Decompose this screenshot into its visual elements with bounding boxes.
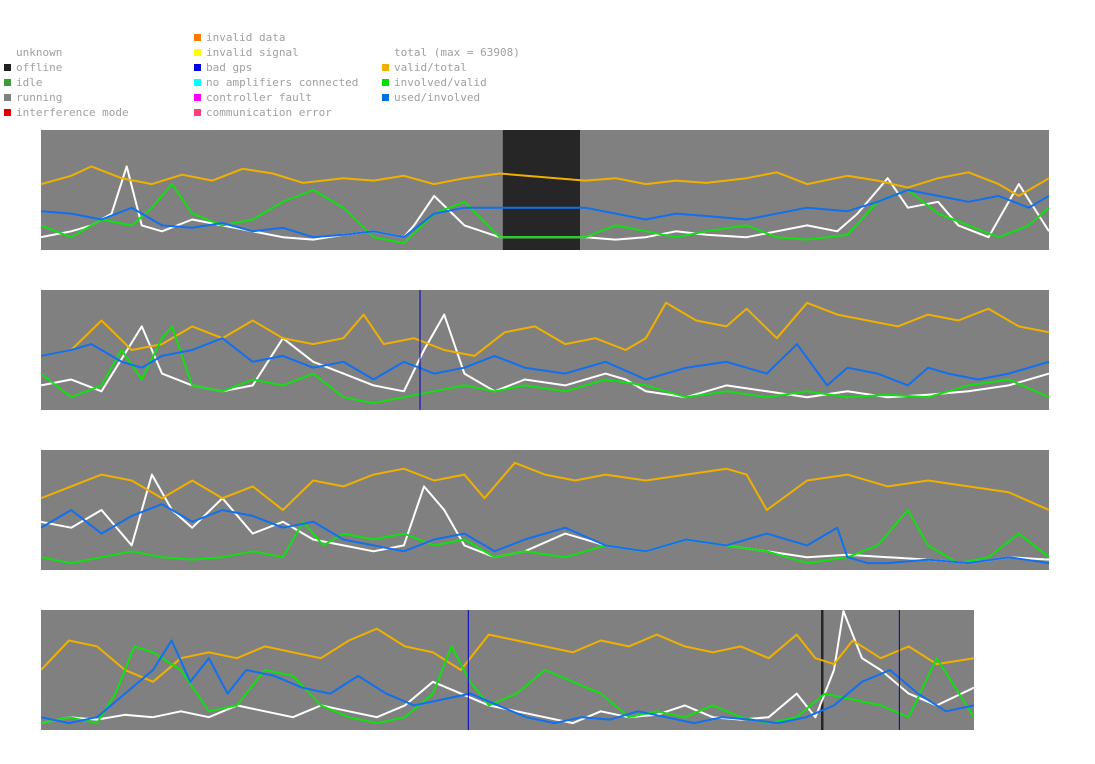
series-total: [41, 610, 974, 725]
legend-label: total (max = 63908): [394, 46, 520, 59]
legend-label: invalid signal: [206, 46, 299, 59]
state-running-band: [41, 290, 1049, 410]
legend-errors: invalid data invalid signal bad gps no ampl…: [194, 30, 358, 120]
chart-panel-1: [41, 130, 1049, 250]
legend-label: invalid data: [206, 31, 286, 44]
legend-swatch: [194, 94, 201, 101]
series-valid-total: [41, 461, 1049, 511]
legend-swatch: [194, 49, 201, 56]
legend-item: invalid signal: [194, 45, 358, 60]
legend-item: valid/total: [382, 60, 520, 75]
series-involved-valid: [41, 645, 974, 725]
legend-item: involved/valid: [382, 75, 520, 90]
series-used-involved: [41, 503, 1049, 565]
legend-label: idle: [16, 76, 43, 89]
chart-svg: [41, 130, 1049, 250]
legend-item: running: [4, 90, 129, 105]
legend-swatch: [194, 79, 201, 86]
legend-item: invalid data: [194, 30, 358, 45]
state-running-band: [41, 450, 1049, 570]
legend-swatch: [382, 94, 389, 101]
legend-swatch: [382, 79, 389, 86]
legend-label: involved/valid: [394, 76, 487, 89]
legend-swatch: [4, 94, 11, 101]
legend-item: bad gps: [194, 60, 358, 75]
legend-label: unknown: [16, 46, 63, 59]
chart-panel-3: [41, 450, 1049, 570]
chart-svg: [41, 290, 1049, 410]
legend-item: unknown: [4, 45, 129, 60]
legend-item: total (max = 63908): [382, 45, 520, 60]
state-offline-band: [502, 130, 581, 250]
chart-svg: [41, 450, 1049, 570]
series-valid-total: [41, 165, 1049, 197]
legend-ratios: total (max = 63908) valid/total involved/v…: [382, 45, 520, 105]
legend-label: communication error: [206, 106, 332, 119]
series-involved-valid: [41, 325, 1049, 405]
legend-swatch: [4, 79, 11, 86]
legend-swatch: [382, 49, 389, 56]
legend-item: idle: [4, 75, 129, 90]
state-running-band: [41, 610, 821, 730]
series-used-involved: [41, 337, 1049, 387]
legend-item: controller fault: [194, 90, 358, 105]
series-valid-total: [41, 301, 1049, 357]
legend-status: unknown offline idle running interference mo…: [4, 45, 129, 120]
legend-swatch: [382, 64, 389, 71]
legend-label: interference mode: [16, 106, 129, 119]
legend-label: running: [16, 91, 63, 104]
legend-swatch: [4, 109, 11, 116]
legend-label: no amplifiers connected: [206, 76, 359, 89]
legend-item: communication error: [194, 105, 358, 120]
legend-label: offline: [16, 61, 63, 74]
series-used-involved: [41, 189, 1049, 239]
chart-svg: [41, 610, 974, 730]
legend-label: used/involved: [394, 91, 481, 104]
legend-item: no amplifiers connected: [194, 75, 358, 90]
legend-swatch: [194, 34, 201, 41]
chart-panel-2: [41, 290, 1049, 410]
legend-swatch: [194, 109, 201, 116]
legend-label: valid/total: [394, 61, 467, 74]
series-involved-valid: [41, 509, 1049, 565]
state-running-band: [41, 130, 503, 250]
series-used-involved: [41, 639, 974, 725]
series-valid-total: [41, 627, 974, 683]
legend-label: controller fault: [206, 91, 312, 104]
legend-swatch: [194, 64, 201, 71]
chart-panel-4: [41, 610, 974, 730]
legend-label: bad gps: [206, 61, 253, 74]
legend-swatch: [4, 49, 11, 56]
legend-item: used/involved: [382, 90, 520, 105]
state-offline-band: [820, 610, 824, 730]
legend-item: interference mode: [4, 105, 129, 120]
legend-swatch: [4, 64, 11, 71]
legend-item: offline: [4, 60, 129, 75]
